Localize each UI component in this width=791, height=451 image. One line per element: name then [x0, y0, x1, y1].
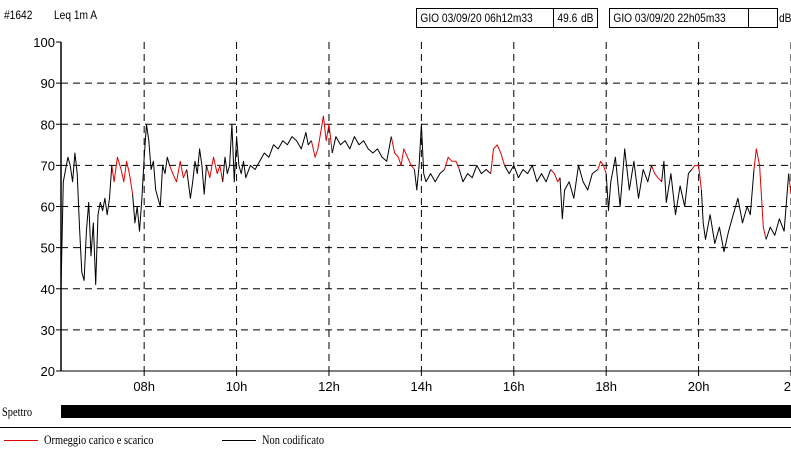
cursor-value-unit: dB: [581, 11, 594, 25]
leq-time-chart[interactable]: 20 30 40 50 60 70 80 90 100 08h 10h 12h 14h 16h 18h 20…: [0, 34, 791, 396]
start-time: GIO 03/09/20 06h12m33: [420, 11, 533, 25]
x-tick-label: 20h: [688, 379, 710, 394]
series-coded-line: [206, 156, 224, 182]
series-uncoded-line: [559, 164, 599, 220]
start-time-box[interactable]: GIO 03/09/20 06h12m33: [416, 8, 554, 28]
y-tick-label: 90: [41, 76, 55, 91]
series-coded-line: [691, 164, 702, 191]
end-value-box: [748, 8, 778, 28]
series-uncoded-line: [413, 123, 445, 191]
series-uncoded-line: [458, 164, 492, 183]
x-tick-label: 22: [784, 379, 791, 394]
y-tick-label: 40: [41, 282, 55, 297]
x-tick-label: 14h: [411, 379, 433, 394]
series-uncoded-line: [60, 152, 113, 289]
legend-swatch-uncoded: [222, 440, 256, 441]
series-uncoded-line: [765, 173, 790, 240]
cursor-value-box: 49.6 dB: [553, 8, 598, 28]
series-uncoded-line: [222, 123, 312, 183]
chart-header: #1642 Leq 1m A GIO 03/09/20 06h12m33 49.…: [0, 0, 791, 34]
series-uncoded-line: [331, 136, 392, 162]
series-coded-line: [753, 148, 767, 240]
cursor-value: 49.6: [557, 11, 578, 25]
legend-swatch-coded: [4, 440, 38, 441]
legend-label-coded: Ormeggio carico e scarico: [44, 432, 154, 447]
y-axis-ticks: 20 30 40 50 60 70 80 90 100: [33, 35, 61, 379]
series-coded-line: [390, 136, 415, 170]
chart-grid: [61, 42, 791, 371]
chart-series: [60, 115, 791, 289]
x-tick-label: 08h: [133, 379, 155, 394]
series-uncoded-line: [504, 164, 552, 183]
end-time: GIO 03/09/20 22h05m33: [613, 11, 726, 25]
x-axis-ticks: 08h 10h 12h 14h 16h 18h 20h 22: [133, 371, 791, 394]
x-tick-label: 12h: [318, 379, 340, 394]
y-tick-label: 60: [41, 200, 55, 215]
end-time-box[interactable]: GIO 03/09/20 22h05m33: [609, 8, 749, 28]
spectrum-bar[interactable]: [61, 405, 791, 418]
series-uncoded-line: [605, 148, 652, 212]
spectrum-label: Spettro: [2, 404, 33, 419]
series-coded-line: [444, 156, 460, 170]
series-uncoded-line: [700, 169, 755, 253]
y-tick-label: 50: [41, 241, 55, 256]
series-uncoded-line: [186, 148, 207, 199]
end-value-unit: dB: [779, 11, 791, 25]
y-tick-label: 30: [41, 323, 55, 338]
x-tick-label: 16h: [503, 379, 525, 394]
series-coded-line: [111, 156, 134, 195]
x-tick-label: 18h: [595, 379, 617, 394]
x-tick-label: 10h: [226, 379, 248, 394]
legend-label-uncoded: Non codificato: [262, 432, 325, 447]
series-uncoded-line: [132, 123, 171, 232]
legend: Ormeggio carico e scarico Non codificato: [0, 427, 791, 451]
series-coded-line: [651, 165, 662, 183]
series-coded-line: [169, 160, 188, 183]
y-tick-label: 20: [41, 364, 55, 379]
series-coded-line: [490, 144, 505, 174]
series-coded-line: [310, 115, 333, 158]
instrument-id: #1642: [4, 8, 33, 22]
y-tick-label: 70: [41, 158, 55, 173]
series-uncoded-line: [661, 160, 693, 216]
series-coded-line: [597, 160, 607, 174]
y-tick-label: 100: [33, 35, 55, 50]
y-tick-label: 80: [41, 117, 55, 132]
measure-label: Leq 1m A: [54, 8, 98, 22]
series-coded-line: [550, 169, 561, 183]
